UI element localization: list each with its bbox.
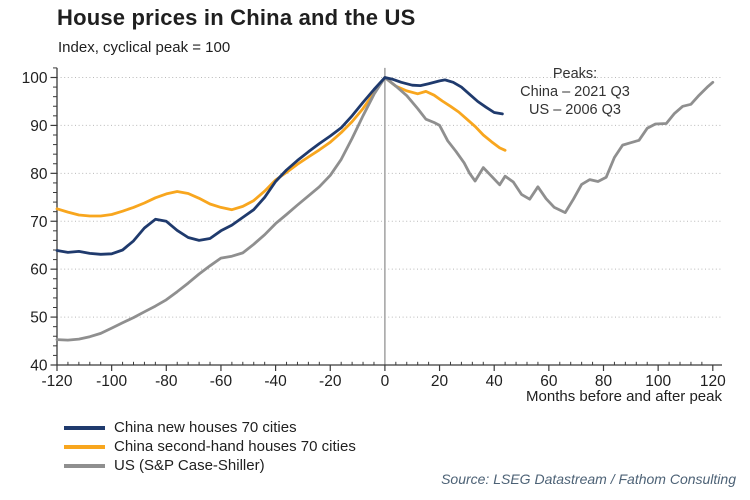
legend-swatch-0 [64,425,105,430]
x-tick-label-60: 60 [540,373,558,390]
legend: China new houses 70 cities China second-h… [64,418,356,475]
y-tick-label-40: 40 [30,358,48,375]
legend-label-0: China new houses 70 cities [114,419,297,436]
chart-title: House prices in China and the US [57,5,416,30]
y-tick-label-80: 80 [30,166,48,183]
x-tick-label--20: -20 [319,373,342,390]
legend-swatch-2 [64,463,105,468]
x-tick-label-100: 100 [645,373,671,390]
x-tick-label--60: -60 [210,373,233,390]
annotation-line-china-peak: China – 2021 Q3 [520,84,630,100]
x-tick-label-80: 80 [595,373,613,390]
series-line-1 [55,76,507,218]
legend-item-1: China second-hand houses 70 cities [64,437,356,456]
y-tick-label-50: 50 [30,310,48,327]
x-tick-label--80: -80 [155,373,178,390]
y-tick-label-60: 60 [30,262,48,279]
peaks-annotation: Peaks: China – 2021 Q3 US – 2006 Q3 [485,65,665,119]
x-tick-label-120: 120 [700,373,726,390]
x-tick-label--100: -100 [96,373,127,390]
annotation-line-peaks: Peaks: [552,66,598,82]
annotation-line-us-peak: US – 2006 Q3 [529,102,621,118]
legend-item-2: US (S&P Case-Shiller) [64,456,356,475]
x-tick-label-20: 20 [431,373,449,390]
x-tick-label--120: -120 [41,373,72,390]
y-tick-label-100: 100 [22,70,48,87]
series-line-0 [55,76,504,256]
legend-label-1: China second-hand houses 70 cities [114,438,356,455]
legend-label-2: US (S&P Case-Shiller) [114,457,265,474]
x-tick-label--40: -40 [264,373,287,390]
legend-item-0: China new houses 70 cities [64,418,356,437]
y-tick-label-70: 70 [30,214,48,231]
legend-swatch-1 [64,444,105,449]
chart-subtitle: Index, cyclical peak = 100 [58,39,231,56]
y-tick-label-90: 90 [30,118,48,135]
x-tick-label-0: 0 [381,373,390,390]
x-tick-label-40: 40 [486,373,504,390]
source-credit: Source: LSEG Datastream / Fathom Consult… [441,471,736,487]
x-axis-title: Months before and after peak [526,388,722,405]
series-line-2 [55,76,715,342]
